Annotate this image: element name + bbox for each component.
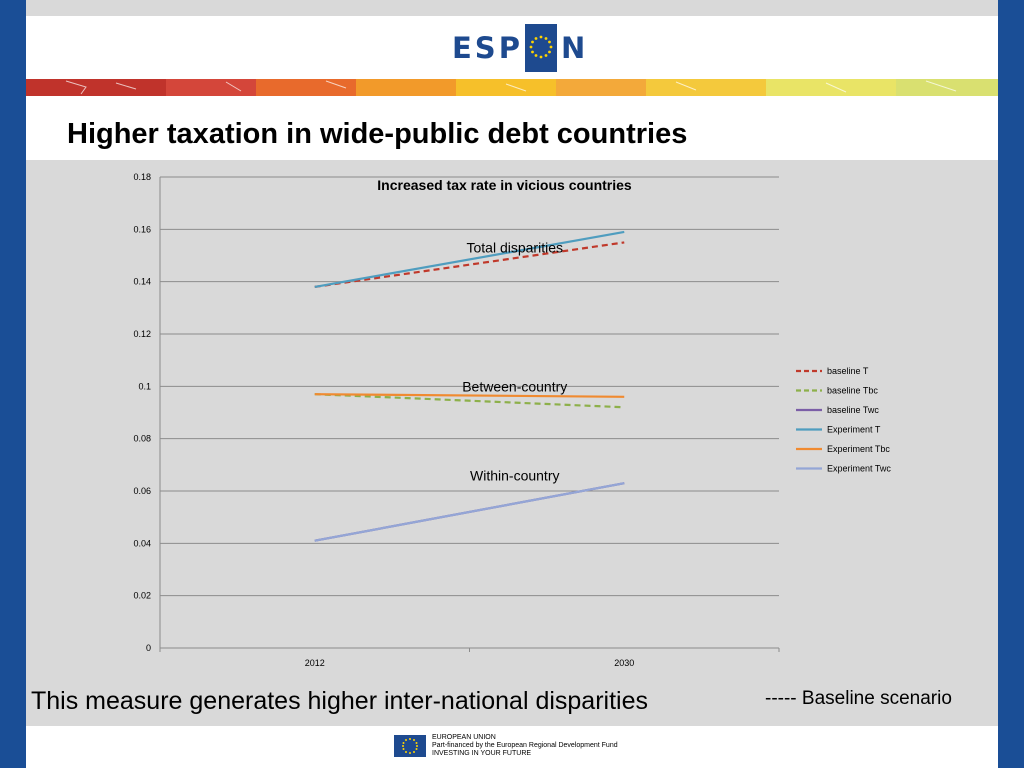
logo-band: ESP N <box>26 16 998 79</box>
series-line-baseline-t <box>314 241 625 288</box>
y-tick-label: 0 <box>146 643 151 653</box>
eu-text-line3: INVESTING IN YOUR FUTURE <box>432 750 532 757</box>
bottom-band: EUROPEAN UNION Part-financed by the Euro… <box>26 726 998 768</box>
espon-logo: ESP N <box>452 24 588 72</box>
plot-area <box>160 177 779 648</box>
series-line-experiment-t <box>314 230 625 288</box>
legend-label: baseline T <box>827 366 869 376</box>
series-line-experiment-twc <box>314 482 625 542</box>
y-tick-label: 0.04 <box>133 538 151 548</box>
series-line-experiment-tbc <box>314 393 625 398</box>
map-strip <box>26 79 998 96</box>
line-chart: 0 0.02 0.04 0.06 0.08 0.1 0.12 0.14 0.16 0.18 2012… <box>133 172 891 668</box>
title-band: Higher taxation in wide-public debt coun… <box>26 96 998 160</box>
x-tick-label: 2030 <box>614 658 634 668</box>
eu-flag-icon <box>394 735 426 757</box>
series-line-baseline-tbc <box>314 393 625 409</box>
eu-text-line2: Part-financed by the European Regional D… <box>432 742 618 749</box>
logo-text-right: N <box>560 31 589 65</box>
y-tick-label: 0.02 <box>133 591 151 601</box>
legend-label: Experiment Twc <box>827 464 891 474</box>
logo-text-left: ESP <box>452 31 523 65</box>
y-tick-label: 0.08 <box>133 434 151 444</box>
y-tick-label: 0.06 <box>133 486 151 496</box>
legend-label: baseline Twc <box>827 405 879 415</box>
annotation-label: Total disparities <box>467 240 564 256</box>
y-tick-label: 0.1 <box>138 381 151 391</box>
top-bar <box>26 0 998 16</box>
eu-stars-icon <box>524 24 557 72</box>
chart-title: Increased tax rate in vicious countries <box>377 177 632 193</box>
legend-label: Experiment T <box>827 425 881 435</box>
annotation-label: Between-country <box>462 378 567 394</box>
baseline-note: ----- Baseline scenario <box>765 688 952 709</box>
slide-title: Higher taxation in wide-public debt coun… <box>67 118 688 150</box>
annotation-label: Within-country <box>470 467 559 483</box>
legend-label: baseline Tbc <box>827 386 878 396</box>
footer-text: This measure generates higher inter-nati… <box>31 687 648 715</box>
eu-funding-logo: EUROPEAN UNION Part-financed by the Euro… <box>394 734 618 758</box>
x-tick-label: 2012 <box>305 658 325 668</box>
legend-label: Experiment Tbc <box>827 444 890 454</box>
slide: ESP N <box>26 0 998 768</box>
y-tick-label: 0.18 <box>133 172 151 182</box>
y-tick-label: 0.14 <box>133 277 151 287</box>
eu-text-line1: EUROPEAN UNION <box>432 734 496 741</box>
y-tick-label: 0.12 <box>133 329 151 339</box>
y-tick-label: 0.16 <box>133 224 151 234</box>
